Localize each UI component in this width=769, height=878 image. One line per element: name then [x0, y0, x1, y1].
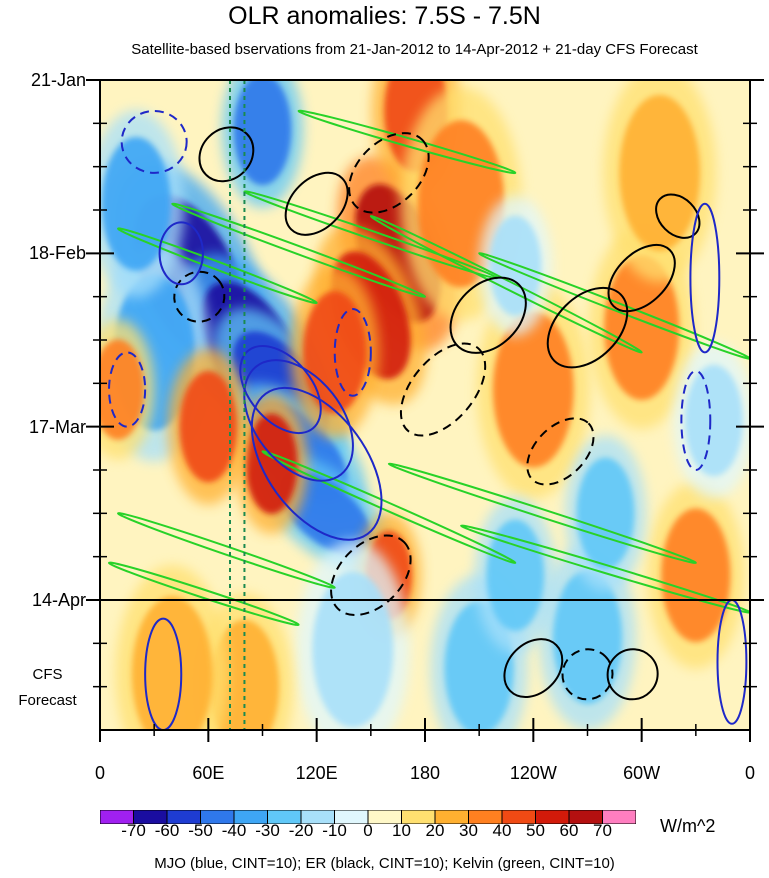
anomaly-blob: [100, 339, 145, 440]
kelvin-contour: [261, 450, 517, 564]
chart-subtitle: Satellite-based bservations from 21-Jan-…: [131, 41, 698, 58]
anomaly-blob: [685, 364, 743, 477]
colorbar-tick-label: -70: [121, 821, 146, 840]
anomaly-blob: [131, 596, 213, 730]
mjo-contour: [689, 202, 721, 354]
colorbar-tick-label: 30: [459, 821, 478, 840]
colorbar-swatch: [602, 810, 636, 824]
colorbar-tick-label: 50: [526, 821, 545, 840]
anomaly-blob: [179, 370, 238, 483]
kelvin-contour: [369, 215, 643, 354]
x-tick-label: 60E: [192, 763, 225, 783]
colorbar-tick-label: -10: [322, 821, 347, 840]
er-contours: [173, 126, 701, 701]
y-tick-label: 21-Jan: [30, 70, 86, 90]
er-contour: [399, 342, 487, 437]
kelvin-contour: [387, 462, 697, 565]
x-tick-label: 60W: [623, 763, 661, 783]
y-tick-label: 14-Apr: [31, 590, 86, 610]
colorbar-tick-label: -40: [221, 821, 247, 840]
kelvin-contour: [297, 109, 517, 175]
colorbar-tick-label: 60: [559, 821, 579, 840]
colorbar-tick-label: 10: [392, 821, 411, 840]
anomaly-blob: [552, 570, 623, 705]
chart-title: OLR anomalies: 7.5S - 7.5N: [228, 2, 541, 30]
colorbar-tick-label: 70: [593, 821, 612, 840]
er-contour: [561, 648, 614, 701]
anomaly-blob: [302, 291, 367, 414]
anomaly-blob: [233, 80, 292, 186]
x-tick-label: 120E: [295, 763, 338, 783]
anomaly-blob: [619, 94, 701, 251]
kelvin-contour: [171, 202, 427, 298]
er-contour: [655, 193, 701, 239]
anomaly-blob: [489, 215, 542, 316]
kelvin-contour: [108, 561, 300, 626]
er-contour: [606, 648, 659, 701]
mjo-contour: [243, 359, 354, 482]
er-contour: [284, 171, 349, 236]
colorbar-tick-label: 20: [425, 821, 445, 840]
anomaly-blob: [101, 136, 171, 271]
axis-ticks: [86, 79, 764, 742]
olr-anomaly-field: [100, 80, 750, 730]
contour-legend: MJO (blue, CINT=10); ER (black, CINT=10)…: [154, 855, 615, 872]
anomaly-blob: [604, 255, 680, 401]
anomaly-blob: [576, 457, 635, 570]
anomaly-blob: [312, 571, 394, 728]
kelvin-contour: [117, 227, 318, 305]
colorbar-tick-label: -30: [255, 821, 280, 840]
x-tick-label: 180: [409, 763, 441, 783]
mjo-contour: [158, 221, 204, 286]
mjo-contour: [333, 308, 372, 397]
er-contour: [607, 243, 676, 313]
x-tick-label: 120W: [509, 763, 557, 783]
er-contour: [348, 132, 430, 214]
colorbar-tick-label: 0: [363, 821, 373, 840]
colorbar-units: W/m^2: [660, 816, 716, 836]
er-contour: [449, 276, 527, 354]
er-contour: [173, 270, 226, 323]
colorbar-tick-label: -60: [154, 821, 180, 840]
y-tick-label: 17-Mar: [28, 416, 86, 437]
colorbar: [100, 810, 636, 824]
mjo-contours: [108, 109, 748, 730]
forecast-label-line2: Forecast: [18, 692, 77, 709]
anomaly-blob: [486, 519, 545, 631]
colorbar-tick-label: 40: [492, 821, 512, 840]
er-contour: [503, 638, 564, 698]
forecast-label-line1: CFS: [32, 666, 63, 683]
y-tick-label: 18-Feb: [28, 243, 86, 264]
mjo-contour: [250, 386, 383, 541]
x-tick-label: 0: [94, 763, 105, 783]
anomaly-blob: [661, 508, 731, 643]
mjo-contour: [108, 351, 147, 428]
er-contour: [330, 534, 412, 616]
mjo-contour: [680, 369, 712, 472]
colorbar-tick-label: -50: [188, 821, 213, 840]
kelvin-contour: [117, 512, 336, 589]
colorbar-tick-label: -20: [288, 821, 314, 840]
mjo-contour: [120, 109, 188, 174]
anomaly-blob: [492, 311, 574, 468]
kelvin-contours: [108, 109, 750, 626]
x-tick-label: 0: [744, 763, 755, 783]
er-contour: [546, 286, 629, 369]
